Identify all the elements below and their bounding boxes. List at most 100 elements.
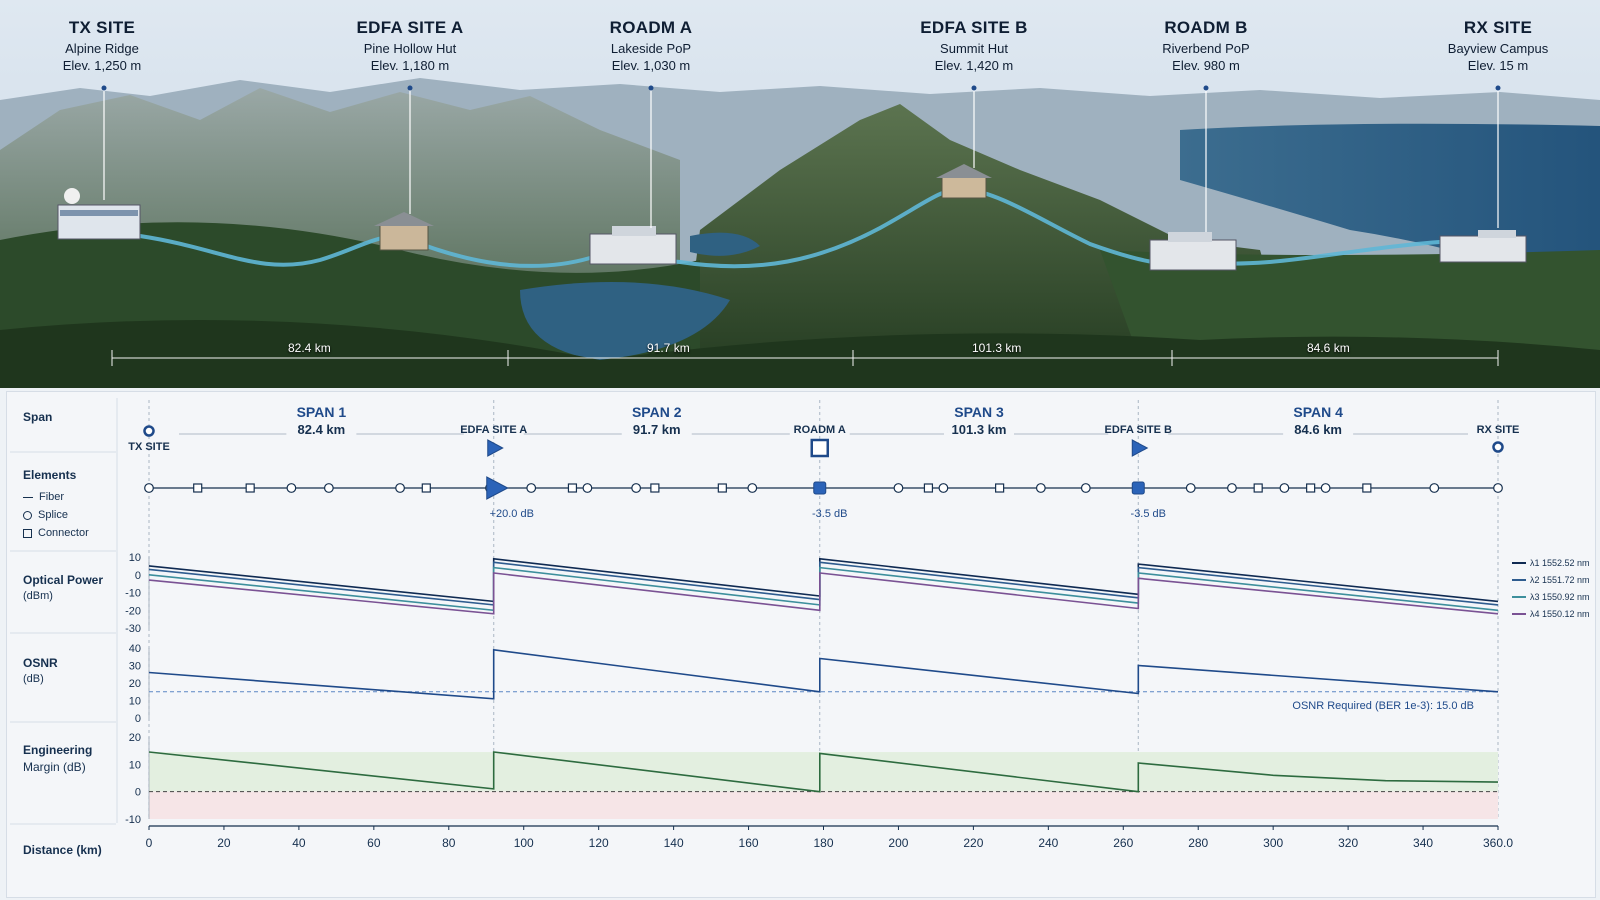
site-elevation: Elev. 1,250 m [62,58,142,73]
node-label: RX SITE [1477,424,1520,436]
span-length: 101.3 km [952,422,1007,437]
row-title-power: Optical Power [23,573,104,587]
osnr-tick-label: 20 [129,678,141,690]
site-elevation: Elev. 1,030 m [611,58,691,73]
x-tick-label: 360.0 [1483,836,1513,850]
connector-marker [567,483,578,493]
splice-marker [582,483,593,493]
connector-marker [1306,483,1316,493]
roadm-a-building-icon [589,226,677,265]
node-label: EDFA SITE B [1105,424,1172,436]
span-label: SPAN 2 [632,404,682,420]
margin-tick-label: 0 [135,787,141,799]
node-label: TX SITE [128,441,170,453]
endpoint-node-icon [143,425,155,437]
splice-marker [395,483,405,493]
x-tick-label: 340 [1413,836,1433,850]
row-unit-power: (dBm) [23,590,53,602]
span-label: SPAN 1 [297,404,347,420]
margin-tick-label: -10 [125,814,141,826]
row-title-osnr: OSNR [23,656,58,670]
x-tick-label: 180 [813,836,833,850]
site-name: ROADM A [609,18,693,37]
amplifier-marker [486,476,509,500]
landscape-distance-3: 101.3 km [972,341,1022,355]
landscape-distance-1: 82.4 km [288,341,331,355]
roadm-b-building-icon [1149,232,1237,271]
power-legend-label: λ1 1552.52 nm [1530,558,1590,568]
roadm-marker [1131,481,1145,495]
margin-series-line [148,751,1499,793]
span-length: 82.4 km [298,422,346,437]
site-name: ROADM B [1164,18,1248,37]
legend-fiber: Fiber [23,491,64,503]
x-tick-label: 320 [1338,836,1358,850]
x-tick-label: 120 [589,836,609,850]
row-unit-osnr: (dB) [23,673,44,685]
splice-marker [323,483,334,493]
site-location: Lakeside PoP [610,41,692,56]
splice-marker [1080,483,1091,493]
row-title-margin: Engineering [23,743,93,757]
splice-marker [747,483,758,493]
power-legend-label: λ2 1551.72 nm [1530,575,1590,585]
splice-marker [526,483,537,493]
site-label-edfa-a: EDFA SITE A Pine Hollow Hut Elev. 1,180 … [310,18,510,73]
site-elevation: Elev. 980 m [1172,58,1240,73]
connector-marker [193,483,203,493]
x-tick-label: 200 [888,836,908,850]
site-label-edfa-b: EDFA SITE B Summit Hut Elev. 1,420 m [874,18,1074,73]
connector-marker [650,483,660,493]
x-tick-label: 240 [1038,836,1058,850]
splice-marker [1320,483,1331,493]
site-label-rx: RX SITE Bayview Campus Elev. 15 m [1398,18,1598,73]
row-title-distance: Distance (km) [23,843,102,857]
osnr-series-line [148,648,1499,700]
span-length: 91.7 km [633,422,681,437]
splice-circle-icon [23,510,32,520]
site-label-roadm-b: ROADM B Riverbend PoP Elev. 980 m [1106,18,1306,73]
x-tick-label: 80 [442,836,456,850]
site-elevation: Elev. 1,180 m [370,58,450,73]
splice-marker [1279,483,1290,493]
landscape-distance-2: 91.7 km [647,341,690,355]
site-label-roadm-a: ROADM A Lakeside PoP Elev. 1,030 m [551,18,751,73]
power-legend-label: λ4 1550.12 nm [1530,609,1590,619]
site-location: Summit Hut [940,41,1008,56]
osnr-tick-label: 10 [129,696,141,708]
edfa-a-hut-icon [374,212,434,251]
power-tick-label: 0 [135,570,141,582]
legend-label: Fiber [39,491,65,503]
osnr-tick-label: 0 [135,713,141,725]
power-series-line [148,572,1499,615]
margin-ok-band [149,752,1498,792]
legend-splice: Splice [23,509,68,521]
amplifier-triangle-icon [487,439,504,457]
osnr-tick-label: 30 [129,661,141,673]
tx-building-icon [57,188,141,240]
site-name: RX SITE [1463,18,1533,37]
landscape-distance-4: 84.6 km [1307,341,1350,355]
power-tick-label: -20 [125,605,141,617]
connector-marker [923,483,934,493]
site-elevation: Elev. 1,420 m [934,58,1014,73]
connector-marker [1362,483,1372,493]
edfa-b-hut-icon [936,164,992,199]
x-tick-label: 160 [739,836,759,850]
landscape-illustration [0,0,1600,388]
site-name: EDFA SITE B [920,18,1028,37]
site-location: Pine Hollow Hut [363,41,457,56]
roadm-square-icon [810,438,830,458]
x-tick-label: 260 [1113,836,1133,850]
endpoint-marker [1493,483,1503,493]
site-location: Alpine Ridge [65,41,139,56]
row-title-margin-2: Margin (dB) [23,760,86,774]
power-legend-label: λ3 1550.92 nm [1530,592,1590,602]
legend-label: Splice [38,509,68,521]
x-tick-label: 40 [292,836,306,850]
span-length: 84.6 km [1294,422,1342,437]
x-tick-label: 140 [664,836,684,850]
node-label: EDFA SITE A [460,424,527,436]
osnr-tick-label: 40 [129,643,141,655]
